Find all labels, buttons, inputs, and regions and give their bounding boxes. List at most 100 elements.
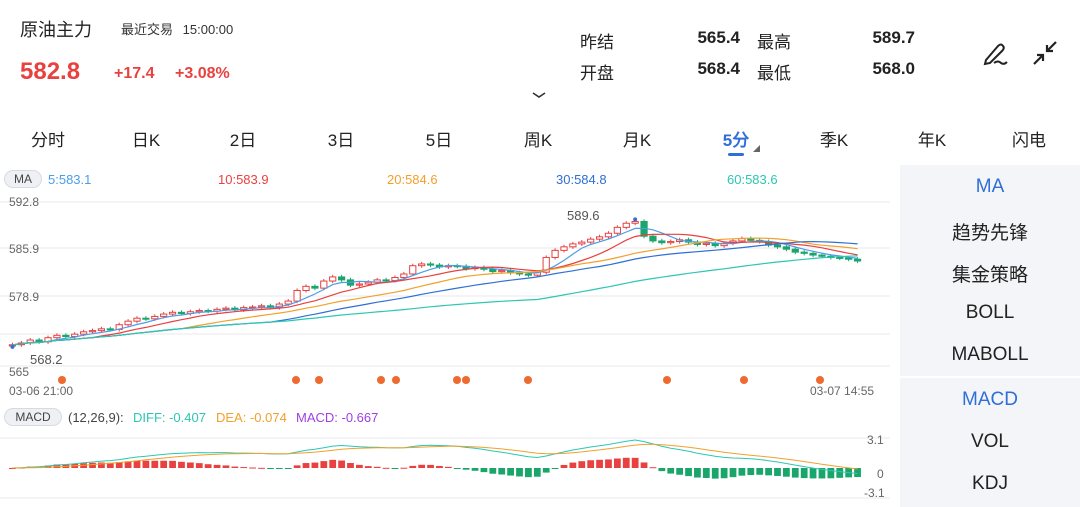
macd-dea-line <box>12 443 858 470</box>
macd-bar <box>106 462 114 468</box>
event-dot <box>392 376 400 384</box>
candle-body <box>320 280 328 289</box>
macd-bar <box>569 462 577 468</box>
candle-body <box>533 271 541 276</box>
macd-bar <box>311 462 319 468</box>
macd-bar <box>729 468 737 478</box>
ma20-value: 20:584.6 <box>387 172 438 187</box>
side-item-boll[interactable]: BOLL <box>965 302 1015 323</box>
macd-bar <box>275 468 283 469</box>
active-tab-indicator <box>728 153 744 156</box>
side-item-macd[interactable]: MACD <box>962 389 1018 410</box>
side-item-kdj[interactable]: KDJ <box>972 473 1008 494</box>
price-change: +17.4 <box>114 65 155 82</box>
tab-flash[interactable]: 闪电 <box>1012 131 1046 150</box>
candle-body <box>35 339 43 343</box>
draw-pen-icon[interactable] <box>980 38 1010 68</box>
chevron-down-icon[interactable] <box>531 90 547 100</box>
macd-bar <box>649 467 657 469</box>
side-item-ma[interactable]: MA <box>975 176 1005 197</box>
macd-bar <box>613 458 621 468</box>
min-price-annotation: 568.2 <box>30 352 63 367</box>
macd-bar <box>658 468 666 472</box>
candle-body <box>791 248 799 253</box>
tab-monthly-k[interactable]: 月K <box>622 131 652 150</box>
macd-bar <box>498 468 506 475</box>
event-dot <box>740 376 748 384</box>
macd-bar <box>605 459 612 468</box>
macd-bar <box>774 468 781 476</box>
event-dot <box>453 376 461 384</box>
x-axis-end-label: 03-07 14:55 <box>810 384 875 398</box>
macd-bar <box>142 460 150 468</box>
candle-body <box>845 257 853 260</box>
tab-weekly-k[interactable]: 周K <box>523 131 553 150</box>
tab-quarterly-k[interactable]: 季K <box>819 131 849 150</box>
macd-bar <box>400 467 408 469</box>
macd-bar <box>587 460 595 468</box>
macd-bar <box>186 462 194 468</box>
event-dot <box>292 376 300 384</box>
macd-bar <box>382 467 390 469</box>
macd-bar <box>631 457 639 468</box>
macd-bar <box>320 461 328 468</box>
instrument-title: 原油主力 <box>20 20 92 40</box>
high-label: 最高 <box>757 33 791 52</box>
macd-bar <box>720 468 728 479</box>
candle-body <box>569 243 577 248</box>
macd-bar <box>293 465 301 468</box>
y-axis-label-top: 592.8 <box>9 195 40 209</box>
macd-bar <box>596 459 603 468</box>
min-marker <box>10 344 15 349</box>
side-item-maboll[interactable]: MABOLL <box>951 344 1029 365</box>
candle-body <box>818 254 826 257</box>
candlestick-chart[interactable] <box>0 190 890 390</box>
macd-bar <box>427 464 434 468</box>
macd-bar <box>133 460 141 468</box>
macd-bar <box>507 468 514 476</box>
candle-body <box>560 246 568 251</box>
candle-body <box>62 334 70 338</box>
candle-body <box>302 285 310 291</box>
max-marker <box>633 217 638 222</box>
price-change-percent: +3.08% <box>175 65 230 82</box>
candle-body <box>80 331 88 335</box>
macd-bar <box>53 464 61 468</box>
macd-bar <box>765 468 772 476</box>
ma60-value: 60:583.6 <box>727 172 778 187</box>
collapse-icon[interactable] <box>1030 38 1060 68</box>
tab-time-sharing[interactable]: 分时 <box>31 131 65 150</box>
tab-3-day[interactable]: 3日 <box>327 131 355 150</box>
side-item-trend-pioneer[interactable]: 趋势先锋 <box>951 223 1028 244</box>
macd-bar <box>267 468 274 469</box>
side-item-vol[interactable]: VOL <box>970 431 1010 452</box>
indicator-side-panel: MA 趋势先锋 集金策略 BOLL MABOLL MACD VOL KDJ <box>900 165 1080 507</box>
tab-daily-k[interactable]: 日K <box>131 131 161 150</box>
macd-chart[interactable] <box>0 428 890 504</box>
tab-2-day[interactable]: 2日 <box>229 131 257 150</box>
macd-bar <box>213 464 221 468</box>
macd-bar <box>560 464 568 468</box>
candle-body <box>88 330 97 333</box>
macd-bar <box>160 460 168 468</box>
tab-5-minute[interactable]: 5分 <box>722 131 750 150</box>
ma30-line <box>12 240 858 346</box>
macd-bar <box>836 468 844 478</box>
macd-bar <box>694 468 701 478</box>
low-label: 最低 <box>757 64 791 83</box>
candle-body <box>160 313 168 317</box>
candle-body <box>782 246 790 250</box>
ma-indicator-tag[interactable]: MA <box>4 170 42 188</box>
trade-status: 最近交易 15:00:00 <box>121 19 233 38</box>
candle-body <box>409 265 417 275</box>
side-item-gold-strategy[interactable]: 集金策略 <box>951 265 1028 286</box>
macd-bar <box>756 468 764 475</box>
prev-settle-label: 昨结 <box>580 33 614 52</box>
macd-bar <box>525 468 532 478</box>
macd-bar <box>347 462 354 468</box>
tab-5-day[interactable]: 5日 <box>425 131 453 150</box>
tab-yearly-k[interactable]: 年K <box>917 131 947 150</box>
macd-indicator-tag[interactable]: MACD <box>4 408 62 426</box>
macd-bar <box>9 468 16 469</box>
high-value: 589.7 <box>872 28 915 47</box>
